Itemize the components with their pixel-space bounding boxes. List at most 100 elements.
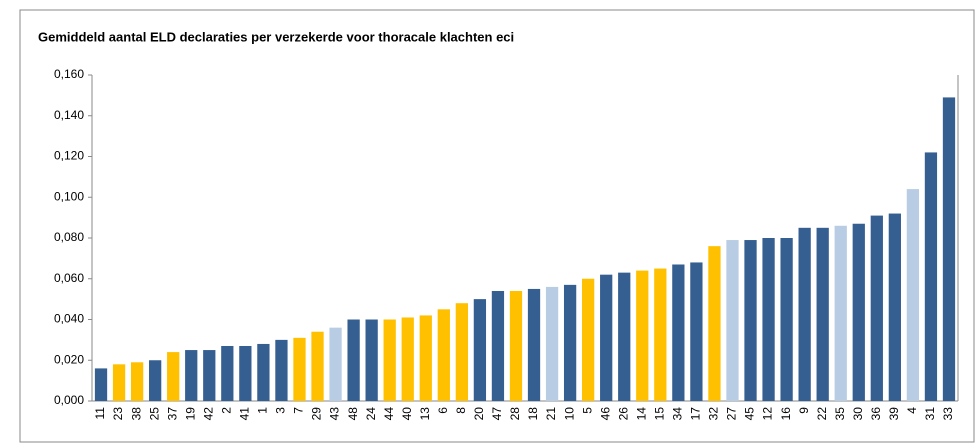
- x-tick-label: 18: [526, 407, 540, 421]
- x-tick-label: 48: [346, 407, 360, 421]
- bar: [527, 288, 541, 401]
- bar: [744, 240, 757, 401]
- y-tick-label: 0,120: [54, 149, 84, 163]
- bar: [257, 343, 270, 401]
- y-tick-label: 0,100: [54, 189, 84, 203]
- bar: [600, 274, 613, 401]
- x-tick-label: 36: [869, 407, 883, 421]
- bar: [924, 152, 938, 401]
- bar: [149, 360, 162, 401]
- x-tick-label: 5: [580, 407, 594, 414]
- x-tick-label: 2: [219, 407, 233, 414]
- bar: [509, 290, 523, 401]
- x-tick-label: 22: [815, 407, 829, 421]
- bar: [221, 345, 234, 401]
- bar: [167, 352, 180, 401]
- x-tick-label: 8: [454, 407, 468, 414]
- bar: [672, 264, 685, 401]
- bar: [618, 272, 631, 401]
- bar: [112, 364, 126, 401]
- x-tick-label: 34: [671, 407, 685, 421]
- bar: [906, 189, 920, 401]
- x-tick-label: 25: [147, 407, 161, 421]
- x-tick-label: 7: [292, 407, 306, 414]
- x-tick-label: 16: [779, 407, 793, 421]
- x-tick-label: 33: [941, 407, 955, 421]
- y-tick-label: 0,060: [54, 271, 84, 285]
- bar: [654, 268, 667, 401]
- bar: [203, 350, 216, 401]
- x-tick-label: 39: [887, 407, 901, 421]
- bar: [816, 227, 829, 401]
- y-tick-label: 0,000: [54, 393, 84, 407]
- chart-title: Gemiddeld aantal ELD declaraties per ver…: [38, 29, 514, 44]
- bar: [275, 339, 288, 401]
- x-tick-label: 4: [905, 407, 919, 414]
- x-tick-label: 3: [274, 407, 288, 414]
- x-tick-label: 45: [743, 407, 757, 421]
- x-tick-label: 27: [725, 407, 739, 421]
- x-tick-label: 29: [310, 407, 324, 421]
- bar: [726, 240, 739, 401]
- bar: [888, 213, 901, 401]
- bar: [834, 225, 847, 401]
- bar: [365, 319, 378, 401]
- x-tick-label: 6: [436, 407, 450, 414]
- bar: [293, 337, 306, 401]
- x-tick-label: 30: [851, 407, 865, 421]
- bar: [636, 270, 649, 401]
- bar: [455, 303, 468, 401]
- x-tick-label: 41: [238, 407, 252, 421]
- bar: [419, 315, 432, 401]
- bar: [239, 345, 252, 401]
- bar: [942, 97, 956, 401]
- x-tick-label: 23: [111, 407, 125, 421]
- x-tick-label: 26: [616, 407, 630, 421]
- y-tick-label: 0,160: [54, 67, 84, 81]
- bar: [582, 278, 595, 401]
- bar: [491, 290, 505, 401]
- x-tick-label: 47: [490, 407, 504, 421]
- bar: [473, 299, 487, 401]
- x-tick-label: 35: [833, 407, 847, 421]
- bar: [690, 262, 703, 401]
- bar: [762, 238, 775, 401]
- y-tick-label: 0,020: [54, 352, 84, 366]
- bar: [130, 362, 144, 401]
- x-tick-label: 37: [165, 407, 179, 421]
- x-tick-label: 46: [598, 407, 612, 421]
- x-tick-label: 12: [761, 407, 775, 421]
- x-tick-label: 19: [183, 407, 197, 421]
- x-tick-label: 42: [201, 407, 215, 421]
- x-tick-label: 44: [382, 407, 396, 421]
- bar: [401, 317, 414, 401]
- x-tick-label: 24: [364, 407, 378, 421]
- x-tick-label: 38: [129, 407, 143, 421]
- x-tick-label: 40: [400, 407, 414, 421]
- x-tick-label: 31: [923, 407, 937, 421]
- bar: [383, 319, 396, 401]
- bar: [852, 223, 865, 401]
- x-tick-label: 32: [707, 407, 721, 421]
- bar: [563, 284, 577, 401]
- x-tick-label: 28: [508, 407, 522, 421]
- y-tick-label: 0,080: [54, 230, 84, 244]
- bar: [798, 227, 811, 401]
- y-tick-label: 0,140: [54, 108, 84, 122]
- bar: [545, 286, 559, 401]
- x-tick-label: 43: [328, 407, 342, 421]
- bar: [437, 309, 450, 401]
- x-tick-label: 10: [562, 407, 576, 421]
- x-tick-label: 15: [652, 407, 666, 421]
- x-tick-label: 20: [472, 407, 486, 421]
- bar: [708, 246, 721, 401]
- bar: [870, 215, 883, 401]
- x-tick-label: 14: [634, 407, 648, 421]
- x-tick-label: 1: [256, 407, 270, 414]
- x-tick-label: 13: [418, 407, 432, 421]
- x-tick-label: 17: [689, 407, 703, 421]
- bar: [780, 238, 793, 401]
- x-tick-label: 11: [93, 407, 107, 420]
- bar: [185, 350, 198, 401]
